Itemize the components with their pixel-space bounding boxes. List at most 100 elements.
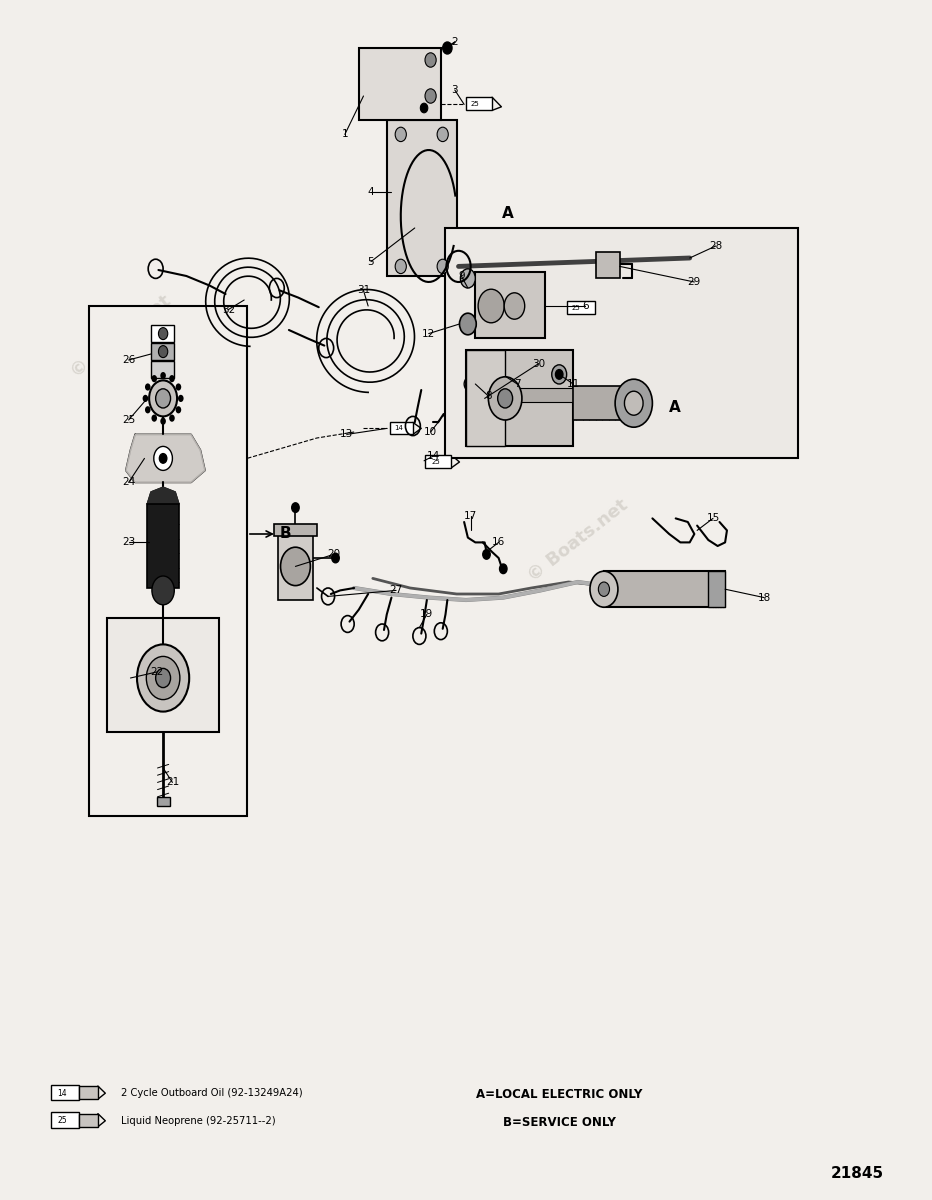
Bar (151, 343, 174, 360)
Bar (79, 1114, 98, 1127)
Circle shape (552, 365, 567, 384)
Bar (89, 306, 247, 816)
Bar (445, 228, 798, 458)
Bar (604, 571, 725, 607)
Bar (278, 534, 313, 600)
Text: 5: 5 (367, 257, 375, 266)
Circle shape (590, 571, 618, 607)
Circle shape (332, 553, 339, 563)
Text: 25: 25 (122, 415, 135, 425)
Text: 17: 17 (464, 511, 477, 521)
Circle shape (292, 503, 299, 512)
Bar (567, 301, 595, 314)
Bar (147, 504, 179, 588)
Text: 3: 3 (451, 85, 459, 95)
Circle shape (149, 380, 177, 416)
Ellipse shape (464, 374, 487, 394)
Text: 14: 14 (394, 425, 404, 431)
Circle shape (170, 376, 175, 383)
Bar (573, 386, 629, 420)
Bar (499, 362, 508, 384)
Bar (107, 618, 219, 732)
Circle shape (478, 289, 504, 323)
Text: B=SERVICE ONLY: B=SERVICE ONLY (502, 1116, 616, 1128)
Text: 22: 22 (150, 667, 163, 677)
Bar (51, 1112, 79, 1128)
Text: 21: 21 (166, 778, 179, 787)
Text: 21845: 21845 (830, 1166, 884, 1181)
Bar (359, 48, 441, 120)
Text: 27: 27 (390, 586, 403, 595)
Text: 9: 9 (458, 271, 465, 281)
Bar (387, 120, 457, 276)
Text: 13: 13 (340, 430, 353, 439)
Bar (79, 1086, 98, 1099)
Circle shape (437, 127, 448, 142)
Text: 2 Cycle Outboard Oil (92-13249A24): 2 Cycle Outboard Oil (92-13249A24) (121, 1088, 303, 1098)
Circle shape (158, 328, 168, 340)
Text: © Boats.net: © Boats.net (68, 292, 174, 380)
Circle shape (159, 454, 167, 463)
Circle shape (460, 269, 475, 288)
Text: 12: 12 (422, 329, 435, 338)
Text: 6: 6 (582, 301, 589, 311)
Bar (425, 455, 451, 468)
Circle shape (598, 582, 610, 596)
Text: 7: 7 (514, 379, 521, 389)
Circle shape (395, 259, 406, 274)
Text: 14: 14 (427, 451, 440, 461)
Text: Liquid Neoprene (92-25711--2): Liquid Neoprene (92-25711--2) (121, 1116, 276, 1126)
Circle shape (624, 391, 643, 415)
Text: 25: 25 (58, 1116, 67, 1126)
Bar (475, 272, 545, 338)
Circle shape (156, 668, 171, 688)
Circle shape (178, 395, 184, 402)
Circle shape (395, 127, 406, 142)
Circle shape (615, 379, 652, 427)
Text: A=LOCAL ELECTRIC ONLY: A=LOCAL ELECTRIC ONLY (476, 1088, 642, 1100)
Circle shape (143, 395, 148, 402)
Circle shape (145, 406, 151, 413)
Circle shape (555, 370, 563, 379)
Text: 29: 29 (688, 277, 701, 287)
Bar (466, 388, 573, 402)
Text: 18: 18 (758, 593, 771, 602)
Circle shape (170, 414, 174, 421)
Bar (51, 1085, 79, 1100)
Text: © Boats.net: © Boats.net (525, 496, 631, 584)
Circle shape (156, 389, 171, 408)
Circle shape (437, 259, 448, 274)
Text: 2: 2 (451, 37, 459, 47)
Text: 32: 32 (222, 305, 235, 314)
Text: B: B (250, 527, 291, 541)
Text: 26: 26 (122, 355, 135, 365)
Text: 1: 1 (341, 130, 349, 139)
Circle shape (504, 293, 525, 319)
Text: 25: 25 (432, 458, 441, 464)
Circle shape (175, 406, 181, 413)
Circle shape (151, 414, 157, 421)
Circle shape (281, 547, 310, 586)
Text: 24: 24 (122, 478, 135, 487)
Circle shape (154, 446, 172, 470)
Text: 4: 4 (367, 187, 375, 197)
Text: 23: 23 (122, 538, 135, 547)
Text: 25: 25 (571, 305, 581, 311)
Circle shape (459, 313, 476, 335)
Text: 14: 14 (58, 1088, 67, 1098)
Circle shape (498, 389, 513, 408)
Bar (151, 325, 174, 342)
Text: 11: 11 (567, 379, 580, 389)
Text: 15: 15 (706, 514, 720, 523)
Circle shape (145, 383, 151, 391)
Text: 25: 25 (471, 101, 480, 107)
Text: 8: 8 (485, 391, 492, 401)
Circle shape (483, 550, 490, 559)
Text: A: A (502, 206, 514, 221)
Text: 31: 31 (357, 286, 370, 295)
Text: 19: 19 (420, 610, 433, 619)
Circle shape (420, 103, 428, 113)
Circle shape (137, 644, 189, 712)
Circle shape (151, 376, 157, 383)
Bar (596, 252, 620, 278)
